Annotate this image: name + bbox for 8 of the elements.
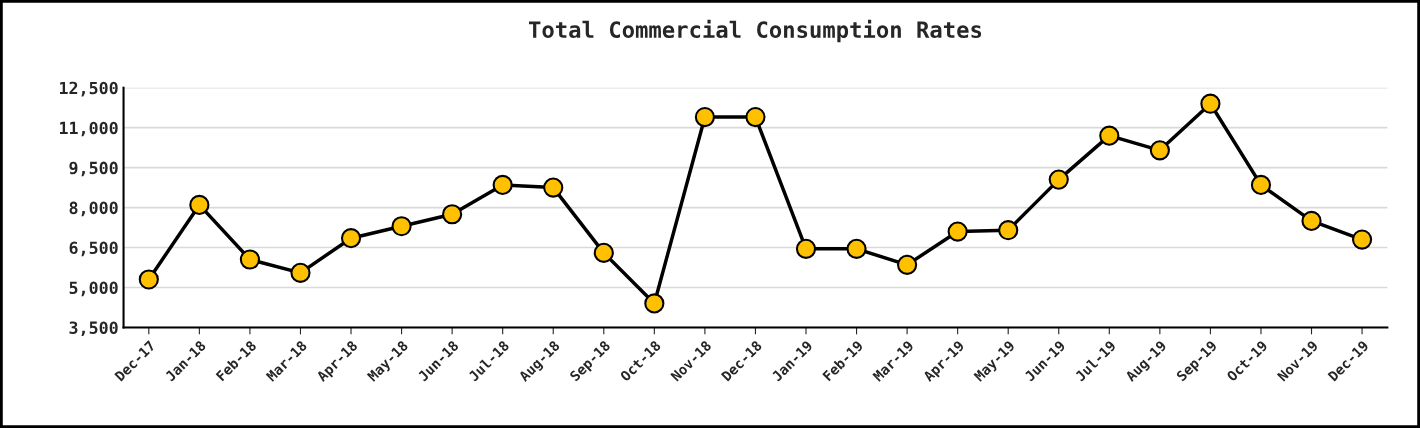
chart-title: Total Commercial Consumption Rates: [528, 19, 982, 43]
y-tick-label: 12,500: [60, 81, 118, 97]
y-tick-label: 6,500: [69, 241, 118, 257]
y-tick-label: 3,500: [69, 321, 118, 337]
y-tick-label: 5,000: [69, 281, 118, 297]
y-tick-label: 11,000: [60, 121, 118, 137]
y-tick-label: 9,500: [69, 161, 118, 177]
y-tick-label: 8,000: [69, 201, 118, 217]
